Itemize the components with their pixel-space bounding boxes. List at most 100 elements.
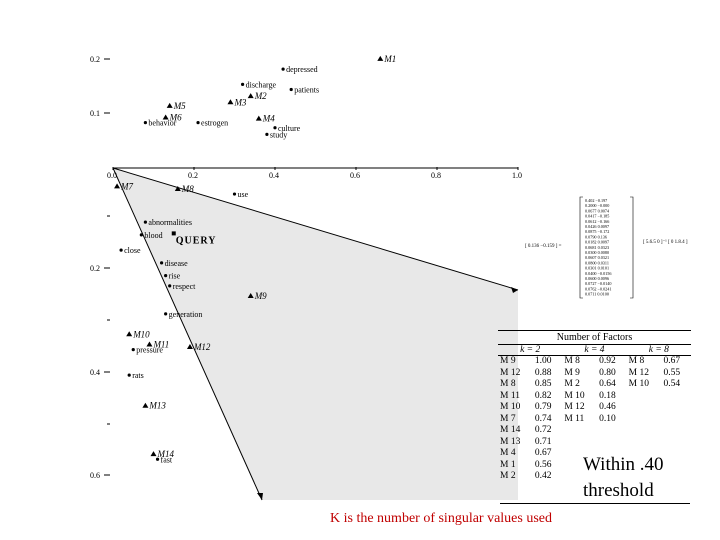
document-label: M4: [262, 114, 275, 124]
header-k2: k = 2: [498, 345, 563, 356]
table-row: M 9 1.00 M 8 0.92 M 8 0.67: [498, 356, 691, 368]
term-point: [164, 274, 168, 278]
matrix-value: 0.0681 0.0323: [585, 245, 609, 250]
matrix-value: 0.0762 −0.0241: [585, 286, 611, 291]
matrix-bracket-left: [579, 196, 583, 299]
term-label: study: [270, 130, 287, 139]
query-label: QUERY: [176, 235, 217, 246]
matrix-value: 0.0300 0.0080: [585, 250, 609, 255]
table-cell: [661, 414, 691, 426]
x-tick-label: 1.0: [512, 171, 522, 180]
table-cell: M 9: [500, 356, 516, 366]
term-label: rise: [169, 272, 181, 281]
document-point: [146, 341, 153, 347]
term-label: fast: [161, 455, 173, 464]
cone-arrow-lower: [257, 493, 263, 500]
table-cell: M 2: [500, 471, 516, 481]
term-label: blood: [144, 231, 162, 240]
table-cell: [661, 391, 691, 403]
document-label: M7: [120, 181, 133, 191]
term-point: [232, 192, 237, 196]
x-tick-label: 0.6: [350, 171, 360, 180]
table-cell: 0.85: [534, 379, 552, 389]
table-cell: 0.72: [534, 425, 552, 435]
table-cell: [627, 414, 662, 426]
matrix-value: 0.402 −0.197: [585, 198, 607, 203]
term-label: discharge: [246, 80, 277, 89]
table-cell: [627, 391, 662, 403]
term-point: [196, 121, 200, 125]
table-cell: 0.92: [599, 356, 616, 366]
term-point: [265, 132, 269, 136]
table-cell: [562, 425, 597, 437]
table-cell: 0.56: [534, 459, 552, 470]
matrix-value: 0.0301 0.0101: [585, 266, 609, 271]
matrix-bracket-right: [630, 196, 634, 299]
document-point: [162, 114, 169, 120]
document-point: [377, 55, 384, 61]
table-row: M 10 0.79 M 12 0.46: [498, 402, 691, 414]
table-cell: [661, 448, 691, 460]
table-cell: 0.54: [663, 379, 681, 389]
table-cell: [661, 402, 691, 414]
table-cell: M 7: [500, 413, 516, 424]
table-cell: M 11: [500, 390, 520, 401]
matrix-value: 0.0417 −0.185: [585, 214, 609, 219]
term-point: [241, 82, 245, 86]
matrix-value: 0.0182 0.0097: [585, 240, 609, 245]
table-cell: [562, 437, 597, 449]
document-label: M1: [383, 54, 396, 64]
table-cell: [661, 471, 691, 483]
y-tick-label: 0.4: [90, 368, 100, 377]
table-row: M 8 0.85 M 2 0.64 M 10 0.54: [498, 379, 691, 391]
term-label: pressure: [136, 346, 163, 355]
table-row: M 1 0.56: [498, 460, 691, 472]
table-cell: 0.82: [534, 390, 552, 401]
matrix-value: 0.0426 0.0097: [585, 224, 609, 229]
table-bottom-rule: [500, 503, 690, 504]
table-cell: M 13: [500, 436, 521, 447]
term-label: estrogen: [201, 119, 228, 128]
x-tick-label: 0.2: [188, 171, 198, 180]
term-label: rats: [132, 371, 144, 380]
threshold-note: Within .40 threshold: [583, 452, 664, 504]
term-label: culture: [278, 124, 301, 133]
table-cell: M 8: [628, 356, 645, 366]
term-point: [143, 220, 147, 224]
matrix-value: 0.0875 −0.172: [585, 229, 609, 234]
table-cell: 0.55: [663, 367, 681, 378]
table-cell: 0.64: [599, 379, 616, 389]
table-cell: [627, 437, 662, 449]
table-cell: 0.79: [534, 402, 552, 412]
table-cell: [597, 437, 627, 449]
matrix-value: 0.0711 0.0100: [585, 292, 609, 297]
table-cell: M 10: [564, 390, 585, 401]
table-cell: 0.80: [599, 367, 616, 378]
matrix-equation: [ 0.136 −0.159 ] = 0.402 −0.197 0.2000 −0…: [525, 195, 690, 300]
table-cell: M 8: [500, 379, 516, 389]
term-label: generation: [169, 310, 203, 319]
table-cell: 0.10: [599, 413, 616, 424]
cone-arrow-upper: [511, 287, 518, 293]
document-label: M2: [254, 91, 267, 101]
term-point: [143, 121, 147, 125]
header-k4: k = 4: [562, 345, 627, 356]
left-vector: [ 0.136 −0.159 ] =: [525, 244, 562, 249]
term-point: [139, 233, 143, 237]
term-label: use: [238, 190, 249, 199]
y-tick-label: 0.1: [90, 109, 100, 118]
matrix-value: 0.0612 −0.166: [585, 219, 609, 224]
cone-edge-lower: [112, 167, 263, 501]
table-cell: M 10: [500, 402, 521, 412]
table-cell: 1.00: [534, 356, 552, 366]
table-cell: M 12: [628, 367, 649, 378]
table-cell: M 4: [500, 448, 516, 458]
table-row: M 4 0.67: [498, 448, 691, 460]
table-cell: M 2: [564, 379, 580, 389]
table-cell: [627, 425, 662, 437]
y-tick-label: 0.2: [90, 55, 100, 64]
header-k8: k = 8: [626, 345, 691, 356]
document-label: M9: [254, 291, 267, 301]
table-cell: [661, 437, 691, 449]
